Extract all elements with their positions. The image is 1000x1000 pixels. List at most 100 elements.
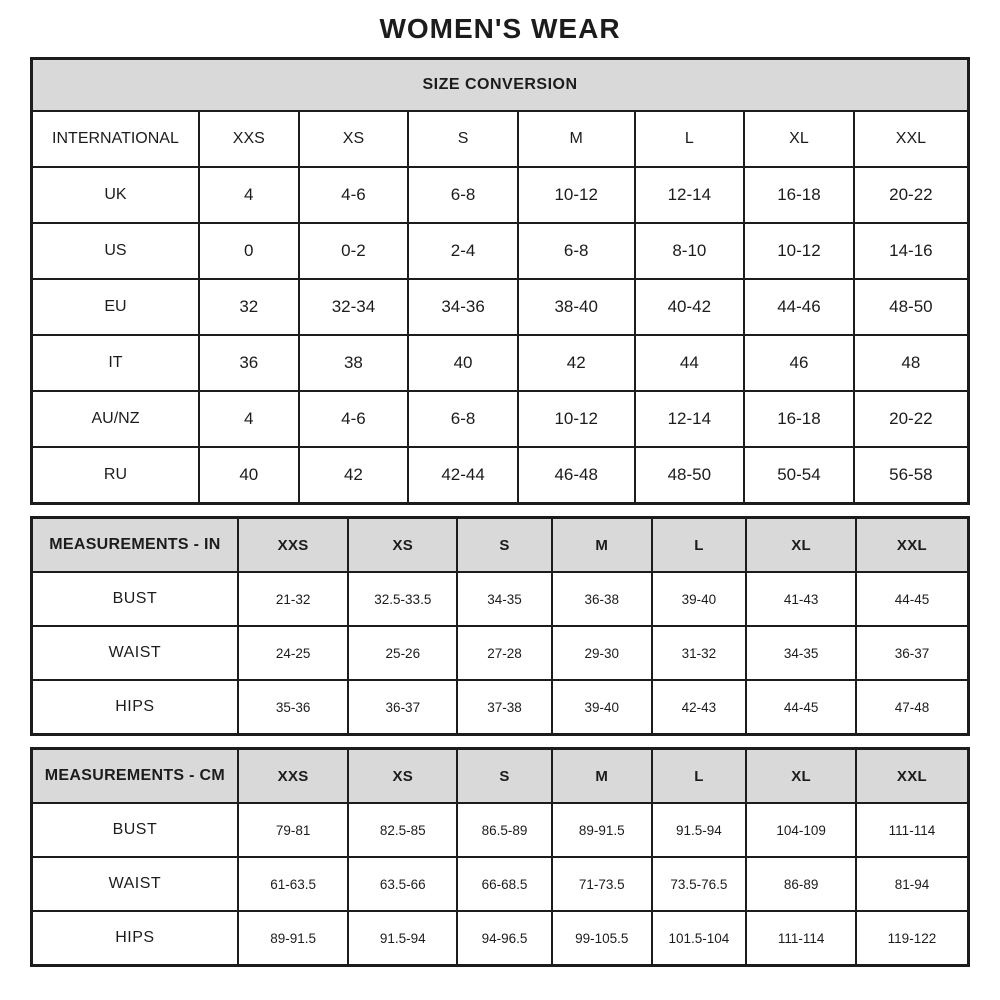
size-header-row: INTERNATIONAL XXS XS S M L XL XXL (30, 110, 970, 168)
size-column-header: XXS (197, 110, 300, 168)
table-row: HIPS 35-36 36-37 37-38 39-40 42-43 44-45 47-48 (30, 679, 970, 736)
size-conversion-table: SIZE CONVERSION INTERNATIONAL XXS XS S M L XL… (30, 57, 970, 505)
value-cell: 71-73.5 (550, 856, 653, 912)
size-column-header: XXS (236, 747, 350, 804)
row-label: HIPS (30, 910, 239, 967)
row-label: WAIST (30, 625, 239, 681)
size-column-header: XXL (852, 110, 970, 168)
value-cell: 46-48 (516, 446, 636, 505)
value-cell: 101.5-104 (650, 910, 748, 967)
row-label: RU (30, 446, 200, 505)
value-cell: 20-22 (852, 390, 970, 448)
row-label: US (30, 222, 200, 280)
value-cell: 4-6 (297, 166, 410, 224)
size-column-header: XXS (236, 516, 350, 573)
value-cell: 6-8 (516, 222, 636, 280)
row-label: IT (30, 334, 200, 392)
value-cell: 44-45 (745, 679, 857, 736)
value-cell: 6-8 (407, 166, 519, 224)
table-row: IT 36 38 40 42 44 46 48 (30, 334, 970, 392)
value-cell: 36-38 (550, 571, 653, 627)
value-cell: 48 (852, 334, 970, 392)
table-row: RU 40 42 42-44 46-48 48-50 50-54 56-58 (30, 446, 970, 505)
value-cell: 36-37 (347, 679, 459, 736)
value-cell: 4 (197, 166, 300, 224)
value-cell: 10-12 (743, 222, 855, 280)
size-column-header: XS (347, 747, 459, 804)
value-cell: 56-58 (852, 446, 970, 505)
value-cell: 0 (197, 222, 300, 280)
size-conversion-title: SIZE CONVERSION (30, 57, 970, 112)
value-cell: 48-50 (852, 278, 970, 336)
value-cell: 42-44 (407, 446, 519, 505)
value-cell: 31-32 (650, 625, 748, 681)
value-cell: 27-28 (456, 625, 553, 681)
value-cell: 37-38 (456, 679, 553, 736)
value-cell: 63.5-66 (347, 856, 459, 912)
size-column-header: XL (745, 747, 857, 804)
table-row: AU/NZ 4 4-6 6-8 10-12 12-14 16-18 20-22 (30, 390, 970, 448)
value-cell: 40 (197, 446, 300, 505)
value-cell: 111-114 (854, 802, 970, 858)
size-column-header: S (407, 110, 519, 168)
value-cell: 10-12 (516, 166, 636, 224)
value-cell: 32 (197, 278, 300, 336)
table-caption-row: SIZE CONVERSION (30, 57, 970, 112)
value-cell: 89-91.5 (550, 802, 653, 858)
row-label: BUST (30, 571, 239, 627)
table-row: US 0 0-2 2-4 6-8 8-10 10-12 14-16 (30, 222, 970, 280)
row-label: UK (30, 166, 200, 224)
value-cell: 20-22 (852, 166, 970, 224)
value-cell: 44 (633, 334, 746, 392)
value-cell: 32-34 (297, 278, 410, 336)
value-cell: 35-36 (236, 679, 350, 736)
value-cell: 6-8 (407, 390, 519, 448)
size-column-header: XL (745, 516, 857, 573)
table-row: EU 32 32-34 34-36 38-40 40-42 44-46 48-50 (30, 278, 970, 336)
value-cell: 50-54 (743, 446, 855, 505)
size-column-header: XS (297, 110, 410, 168)
row-label: EU (30, 278, 200, 336)
page-title: WOMEN'S WEAR (379, 13, 621, 44)
value-cell: 91.5-94 (347, 910, 459, 967)
value-cell: 73.5-76.5 (650, 856, 748, 912)
value-cell: 86-89 (745, 856, 857, 912)
value-cell: 24-25 (236, 625, 350, 681)
measurements-cm-header-row: MEASUREMENTS - CM XXS XS S M L XL XXL (30, 747, 970, 804)
measurements-in-header-row: MEASUREMENTS - IN XXS XS S M L XL XXL (30, 516, 970, 573)
size-column-header: S (456, 747, 553, 804)
value-cell: 16-18 (743, 390, 855, 448)
value-cell: 21-32 (236, 571, 350, 627)
value-cell: 2-4 (407, 222, 519, 280)
value-cell: 111-114 (745, 910, 857, 967)
value-cell: 39-40 (550, 679, 653, 736)
size-column-header: L (650, 747, 748, 804)
value-cell: 42 (297, 446, 410, 505)
table-row: WAIST 61-63.5 63.5-66 66-68.5 71-73.5 73.5-76… (30, 856, 970, 912)
value-cell: 32.5-33.5 (347, 571, 459, 627)
value-cell: 42-43 (650, 679, 748, 736)
measurements-cm-table: MEASUREMENTS - CM XXS XS S M L XL XXL BUST 79-8… (30, 747, 970, 967)
measurements-in-title: MEASUREMENTS - IN (30, 516, 239, 573)
value-cell: 48-50 (633, 446, 746, 505)
value-cell: 91.5-94 (650, 802, 748, 858)
value-cell: 79-81 (236, 802, 350, 858)
size-column-header: L (633, 110, 746, 168)
value-cell: 36-37 (854, 625, 970, 681)
value-cell: 61-63.5 (236, 856, 350, 912)
measurements-in-table: MEASUREMENTS - IN XXS XS S M L XL XXL BUST 21-3… (30, 516, 970, 736)
value-cell: 12-14 (633, 390, 746, 448)
value-cell: 14-16 (852, 222, 970, 280)
value-cell: 34-35 (745, 625, 857, 681)
measurements-cm-title: MEASUREMENTS - CM (30, 747, 239, 804)
value-cell: 12-14 (633, 166, 746, 224)
table-row: BUST 79-81 82.5-85 86.5-89 89-91.5 91.5-94 104… (30, 802, 970, 858)
size-column-header: M (550, 747, 653, 804)
value-cell: 36 (197, 334, 300, 392)
value-cell: 38 (297, 334, 410, 392)
value-cell: 89-91.5 (236, 910, 350, 967)
value-cell: 104-109 (745, 802, 857, 858)
value-cell: 86.5-89 (456, 802, 553, 858)
size-column-header: M (550, 516, 653, 573)
